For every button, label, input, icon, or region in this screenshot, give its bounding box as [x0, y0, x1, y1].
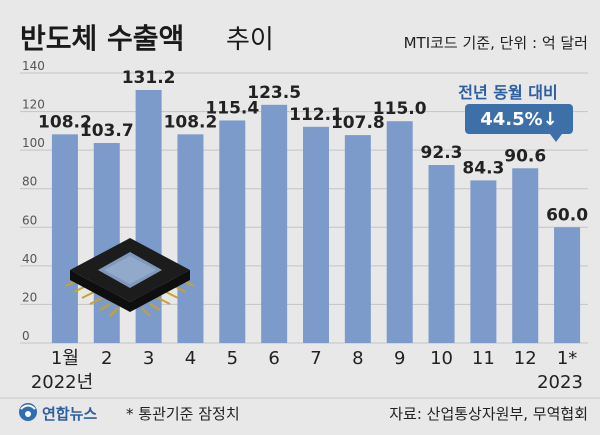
bar [512, 168, 539, 343]
bar [428, 164, 455, 343]
data-label: 123.5 [247, 83, 301, 103]
data-label: 60.0 [546, 205, 588, 225]
data-label: 103.7 [80, 121, 134, 141]
x-axis-labels: 1월 2 3 4 5 6 7 8 9 10 11 12 1* [51, 348, 577, 369]
data-label: 108.2 [164, 112, 218, 132]
value-labels: 108.2103.7131.2108.2115.4123.5112.1107.8… [38, 68, 588, 225]
y-tick-label: 140 [22, 59, 45, 73]
x-tick-label: 1* [557, 348, 577, 369]
footnote: * 통관기준 잠정치 [126, 405, 240, 423]
x-tick-label: 1월 [51, 348, 79, 369]
source-note: 자료: 산업통상자원부, 무역협회 [389, 405, 588, 423]
x-tick-label: 3 [143, 348, 154, 369]
bar [51, 134, 78, 343]
data-label: 115.4 [205, 98, 259, 118]
bar [470, 180, 497, 343]
data-label: 131.2 [122, 68, 176, 88]
bar [219, 120, 246, 343]
year-label-2023: 2023 [537, 372, 583, 393]
x-tick-label: 8 [352, 348, 363, 369]
y-tick-label: 0 [22, 329, 30, 343]
x-tick-label: 7 [310, 348, 321, 369]
logo-text: 연합뉴스 [42, 405, 97, 423]
bar [554, 227, 581, 343]
x-tick-label: 10 [430, 348, 453, 369]
x-tick-label: 5 [227, 348, 238, 369]
y-tick-label: 100 [22, 136, 45, 150]
data-label: 108.2 [38, 112, 92, 132]
callout-value: 44.5%↓ [480, 109, 558, 130]
data-label: 115.0 [373, 99, 427, 119]
unit-note: MTI코드 기준, 단위 : 억 달러 [404, 34, 588, 52]
x-tick-label: 6 [268, 348, 279, 369]
chart-title: 반도체 수출액 [20, 22, 184, 55]
data-label: 92.3 [421, 143, 463, 163]
y-tick-label: 120 [22, 98, 45, 112]
chip-illustration [65, 238, 195, 317]
y-tick-label: 80 [22, 175, 37, 189]
x-tick-label: 12 [514, 348, 537, 369]
x-tick-label: 9 [394, 348, 405, 369]
bar [177, 134, 204, 343]
chart-title-sub: 추이 [226, 25, 274, 55]
callout-label: 전년 동월 대비 [458, 83, 557, 102]
x-tick-label: 2 [101, 348, 112, 369]
data-label: 90.6 [504, 146, 546, 166]
y-axis-ticks: 0 20 40 60 80 100 120 140 [22, 59, 45, 343]
y-tick-label: 20 [22, 290, 37, 304]
x-tick-label: 11 [472, 348, 495, 369]
bar [344, 135, 371, 343]
bar [386, 121, 413, 343]
y-tick-label: 60 [22, 213, 37, 227]
bar [261, 104, 288, 343]
x-tick-label: 4 [185, 348, 196, 369]
data-label: 84.3 [462, 158, 504, 178]
y-tick-label: 40 [22, 252, 37, 266]
data-label: 112.1 [289, 105, 343, 125]
year-label-2022: 2022년 [31, 372, 93, 393]
bar [93, 143, 120, 343]
data-label: 107.8 [331, 113, 385, 133]
callout-badge: 44.5%↓ [465, 104, 573, 142]
yonhap-logo: 연합뉴스 [19, 403, 97, 423]
bar [303, 126, 329, 343]
